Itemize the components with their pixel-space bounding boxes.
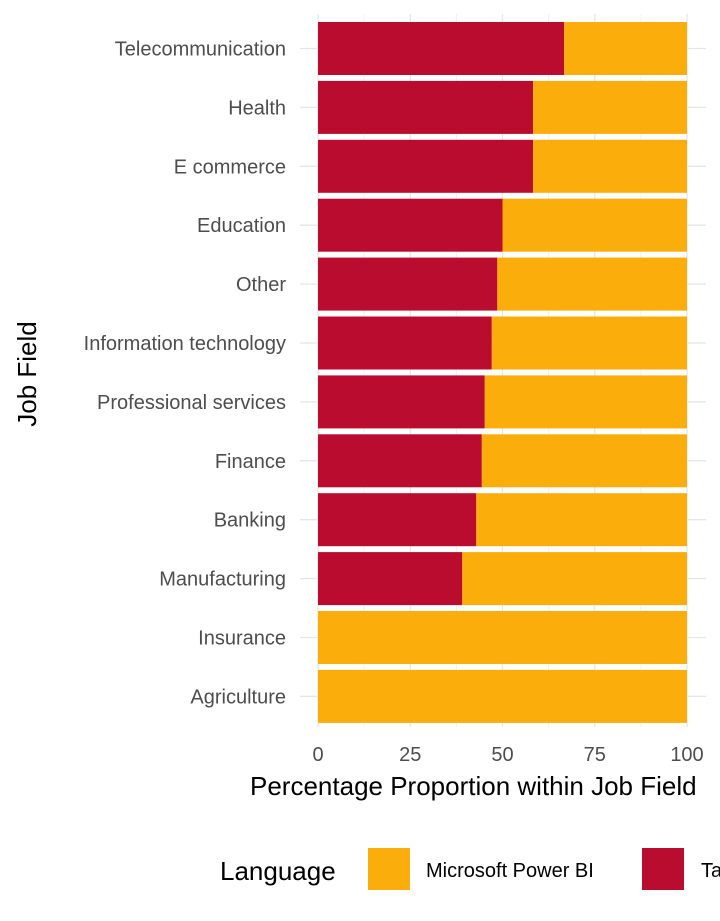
bar-tableau-other bbox=[318, 257, 498, 311]
legend-label-microsoft-power-bi: Microsoft Power BI bbox=[426, 860, 594, 882]
y-tick-label: Agriculture bbox=[190, 686, 286, 708]
y-tick-label: Insurance bbox=[198, 628, 286, 650]
bar-tableau-banking bbox=[318, 493, 477, 547]
y-axis-title: Job Field bbox=[12, 321, 42, 427]
bar-tableau-professional-services bbox=[318, 375, 485, 429]
x-axis-title: Percentage Proportion within Job Field bbox=[250, 771, 697, 801]
bars bbox=[318, 22, 687, 723]
y-tick-label: Education bbox=[197, 215, 286, 237]
y-tick-label: Health bbox=[228, 97, 286, 119]
y-tick-label: Banking bbox=[214, 510, 286, 532]
legend-title: Language bbox=[220, 856, 336, 886]
bar-tableau-health bbox=[318, 80, 534, 134]
bar-microsoft-power-bi-finance bbox=[481, 434, 687, 488]
bar-microsoft-power-bi-insurance bbox=[318, 611, 687, 664]
bar-tableau-finance bbox=[318, 434, 482, 488]
bar-microsoft-power-bi-e-commerce bbox=[533, 139, 687, 193]
y-tick-label: Professional services bbox=[97, 392, 286, 414]
y-tick-label: Manufacturing bbox=[159, 569, 286, 591]
bar-tableau-information-technology bbox=[318, 316, 492, 370]
y-tick-labels: Telecommunication Health E commerce Educati… bbox=[84, 39, 287, 709]
y-tick-label: Finance bbox=[215, 451, 286, 473]
bar-tableau-manufacturing bbox=[318, 552, 463, 606]
y-tick-label: Telecommunication bbox=[115, 39, 286, 61]
bar-microsoft-power-bi-health bbox=[533, 80, 687, 134]
legend-swatch-microsoft-power-bi bbox=[368, 848, 410, 890]
legend: Language Microsoft Power BI Tableau bbox=[220, 848, 720, 890]
bar-tableau-telecommunication bbox=[318, 22, 565, 75]
x-tick-label: 0 bbox=[312, 744, 323, 766]
bar-microsoft-power-bi-banking bbox=[476, 493, 687, 547]
bar-microsoft-power-bi-professional-services bbox=[484, 375, 687, 429]
bar-tableau-education bbox=[318, 198, 503, 252]
x-tick-label: 50 bbox=[491, 744, 513, 766]
bar-microsoft-power-bi-telecommunication bbox=[564, 22, 687, 75]
x-tick-label: 25 bbox=[399, 744, 421, 766]
bar-microsoft-power-bi-education bbox=[502, 198, 687, 252]
legend-swatch-tableau bbox=[642, 848, 684, 890]
y-tick-label: Information technology bbox=[84, 333, 286, 355]
legend-label-tableau: Tableau bbox=[701, 860, 720, 882]
bar-tableau-e-commerce bbox=[318, 139, 534, 193]
bar-microsoft-power-bi-manufacturing bbox=[462, 552, 687, 606]
bar-microsoft-power-bi-agriculture bbox=[318, 669, 687, 723]
y-tick-label: E commerce bbox=[174, 156, 286, 178]
bar-microsoft-power-bi-other bbox=[497, 257, 687, 311]
y-tick-label: Other bbox=[236, 274, 286, 296]
x-tick-labels: 0 25 50 75 100 bbox=[312, 744, 703, 766]
x-tick-label: 75 bbox=[584, 744, 606, 766]
x-tick-label: 100 bbox=[670, 744, 703, 766]
bar-microsoft-power-bi-information-technology bbox=[491, 316, 687, 370]
